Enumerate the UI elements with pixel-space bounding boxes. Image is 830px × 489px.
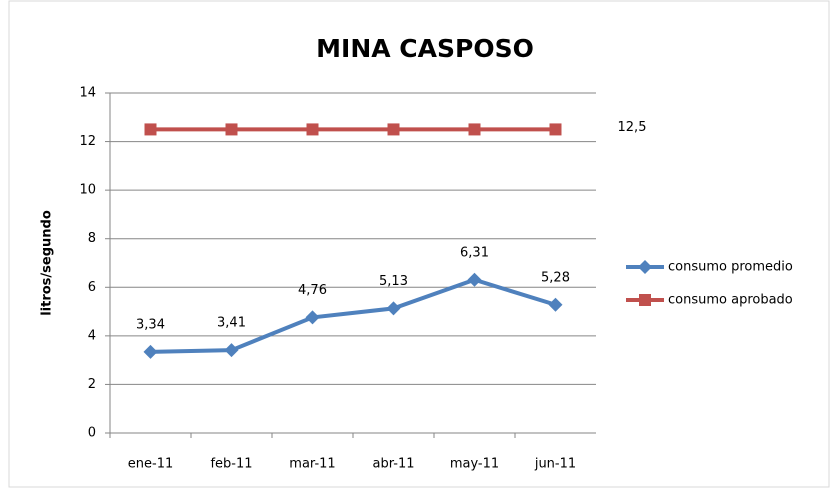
chart-title: MINA CASPOSO <box>316 34 534 63</box>
x-tick-label: ene-11 <box>128 457 173 472</box>
y-tick-label: 0 <box>88 426 96 441</box>
y-tick-label: 2 <box>88 377 96 392</box>
data-label: 5,28 <box>541 270 570 285</box>
point <box>305 310 320 325</box>
legend-marker <box>639 294 651 306</box>
point <box>467 272 482 287</box>
y-tick-label: 4 <box>88 328 96 343</box>
point <box>468 123 481 136</box>
data-label: 3,34 <box>136 317 165 332</box>
data-label: 5,13 <box>379 274 408 289</box>
chart-frame <box>8 0 830 488</box>
x-tick-label: jun-11 <box>534 457 576 472</box>
point <box>144 123 157 136</box>
data-label: 4,76 <box>298 283 327 298</box>
point <box>387 123 400 136</box>
point <box>549 123 562 136</box>
point <box>306 123 319 136</box>
legend-label: consumo aprobado <box>668 293 793 308</box>
data-label: 3,41 <box>217 316 246 331</box>
y-tick-label: 8 <box>88 231 96 246</box>
point <box>143 344 158 359</box>
point <box>224 343 239 358</box>
x-tick-label: may-11 <box>450 457 499 472</box>
legend-label: consumo promedio <box>668 260 793 275</box>
y-tick-label: 12 <box>79 134 96 149</box>
point <box>386 301 401 316</box>
x-tick-label: abr-11 <box>373 457 415 472</box>
y-tick-label: 6 <box>88 280 96 295</box>
legend-marker <box>638 260 652 274</box>
point <box>225 123 238 136</box>
y-tick-label: 14 <box>79 86 96 101</box>
series-line <box>150 277 557 354</box>
data-label: 6,31 <box>460 245 489 260</box>
data-label: 12,5 <box>618 120 647 135</box>
x-tick-label: mar-11 <box>289 457 335 472</box>
y-axis-label: litros/segundo <box>40 210 55 316</box>
point <box>548 297 563 312</box>
y-tick-label: 10 <box>79 183 96 198</box>
x-tick-label: feb-11 <box>210 457 252 472</box>
